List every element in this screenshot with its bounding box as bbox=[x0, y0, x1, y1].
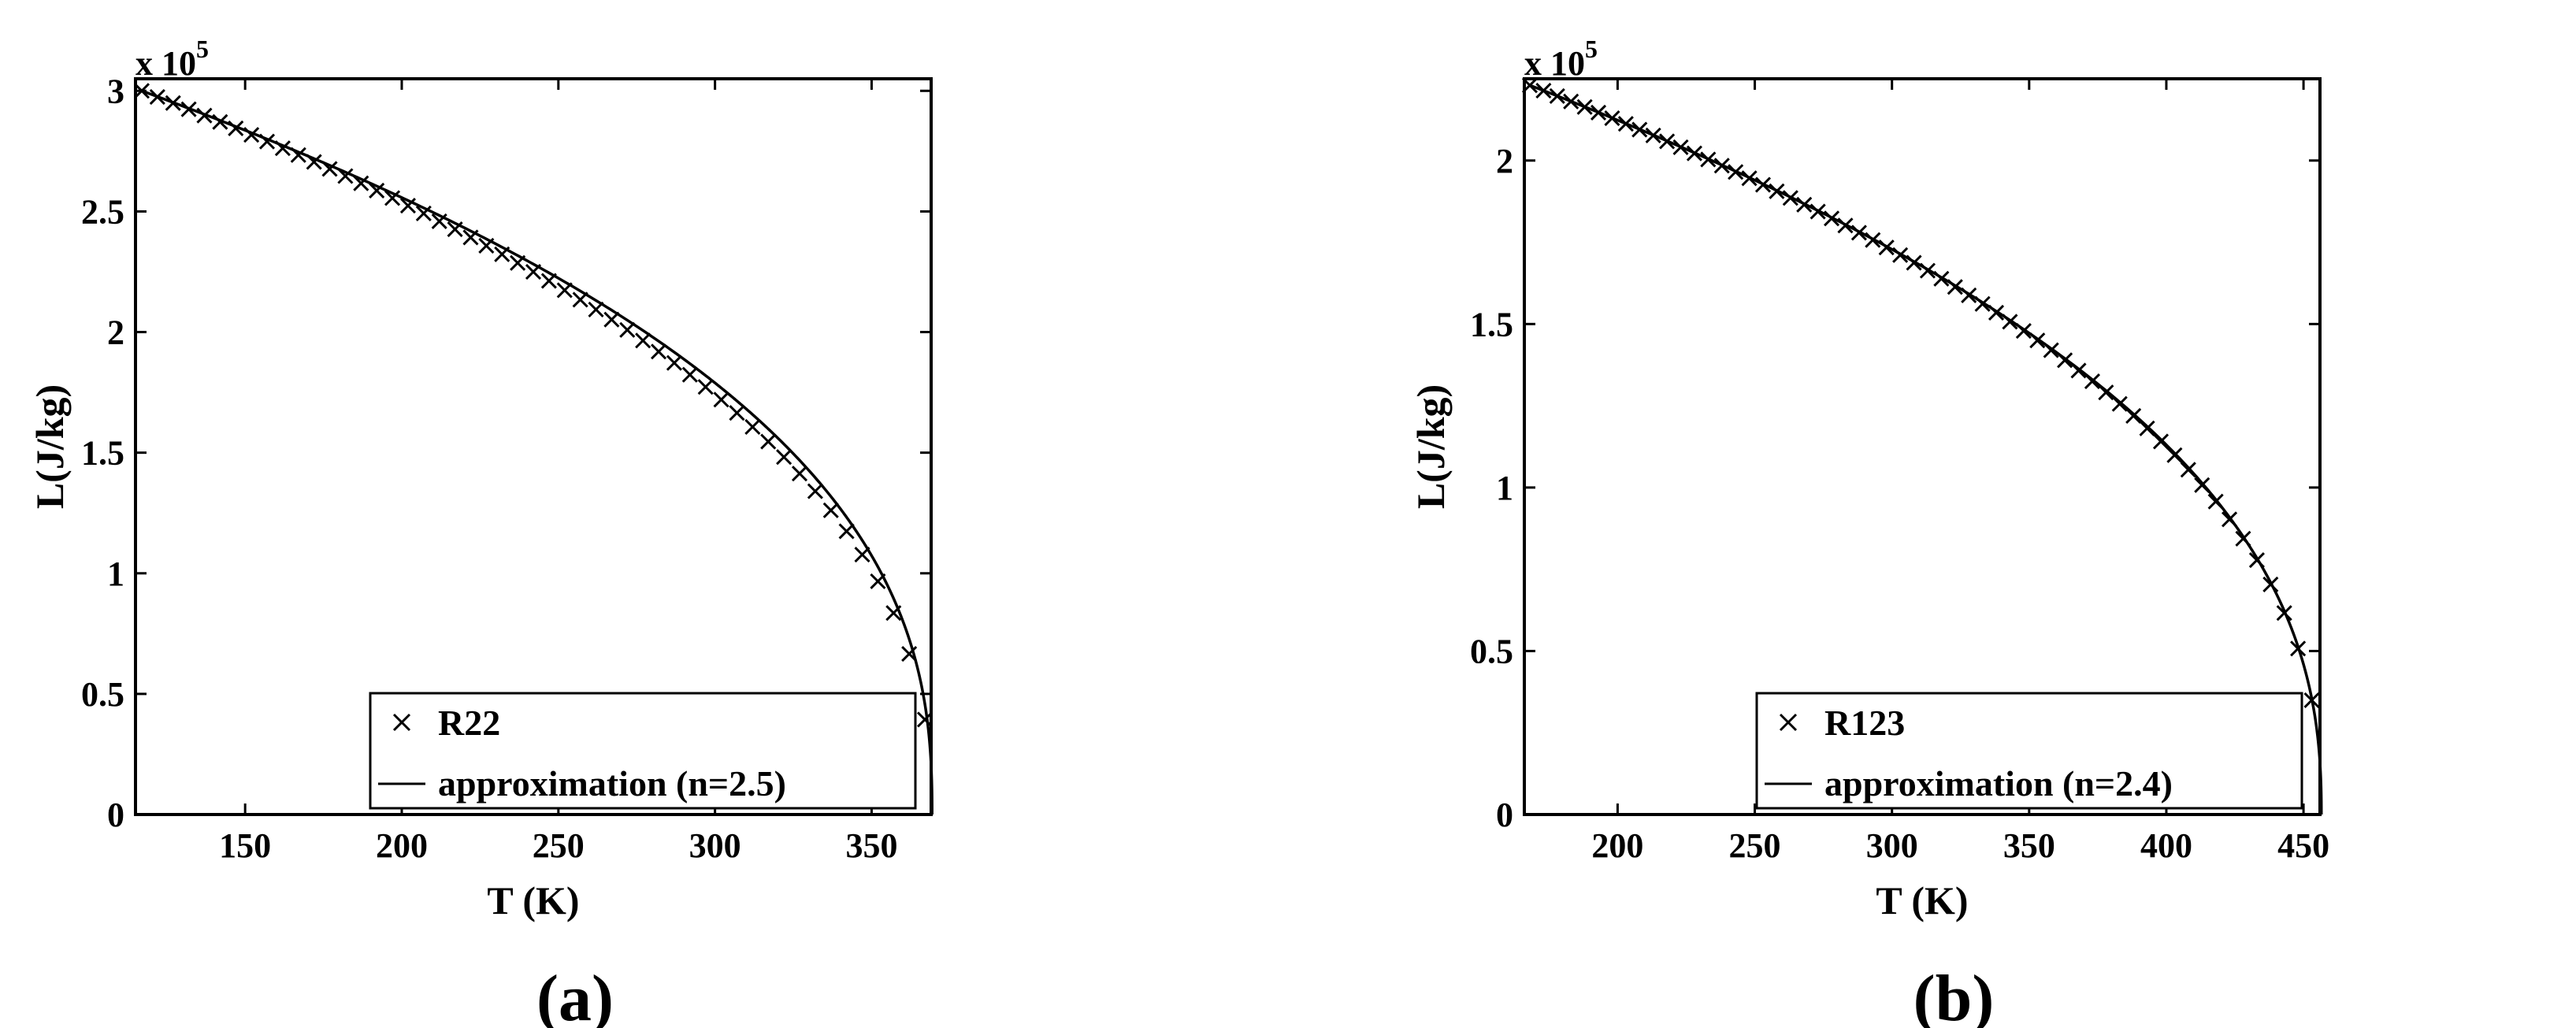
x-tick-label: 350 bbox=[2003, 826, 2055, 865]
y-tick-label: 0 bbox=[107, 796, 124, 834]
y-tick-label: 1.5 bbox=[1470, 305, 1513, 343]
data-point-R22 bbox=[776, 449, 792, 466]
panel-a-plot-frame bbox=[134, 77, 933, 816]
x-tick-label: 300 bbox=[689, 826, 741, 865]
panel-b-curves bbox=[1521, 77, 2323, 815]
data-point-R22 bbox=[807, 483, 823, 499]
panel-b-x-axis-label: T (K) bbox=[1876, 878, 1968, 922]
series-line-approximation bbox=[141, 89, 934, 815]
x-tick-label: 200 bbox=[376, 826, 428, 865]
data-point-R22 bbox=[603, 311, 620, 328]
y-tick-label: 0.5 bbox=[1470, 632, 1513, 670]
panel-a-y-multiplier: x 105 bbox=[135, 35, 209, 83]
y-tick-label: 3 bbox=[107, 72, 124, 110]
legend-x-marker bbox=[392, 713, 411, 732]
data-point-R22 bbox=[619, 321, 636, 338]
series-line-approximation bbox=[1529, 84, 2323, 815]
panel-b-x-ticks: 200 250 300 350 400 450 bbox=[1591, 79, 2329, 865]
data-point-R22 bbox=[791, 466, 808, 482]
data-point-R22 bbox=[384, 190, 401, 206]
y-tick-label: 1 bbox=[107, 555, 124, 593]
data-point-R22 bbox=[838, 523, 855, 540]
panel-b-legend-entry-1: approximation (n=2.4) bbox=[1824, 763, 2173, 803]
data-point-R22 bbox=[697, 379, 714, 395]
panel-a-legend-box bbox=[369, 692, 917, 810]
data-point-R22 bbox=[713, 392, 729, 408]
data-point-R22 bbox=[353, 175, 369, 191]
y-tick-label: 2 bbox=[107, 314, 124, 352]
panel-b-y-axis-label: L(J/kg) bbox=[1409, 384, 1453, 509]
data-point-R22 bbox=[635, 332, 651, 349]
x-tick-label: 300 bbox=[1866, 826, 1918, 865]
data-point-R22 bbox=[822, 502, 839, 518]
data-point-R123 bbox=[1521, 77, 1539, 94]
y-tick-label: 0 bbox=[1496, 796, 1513, 834]
data-point-R22 bbox=[744, 418, 761, 435]
y-tick-label: 1.5 bbox=[81, 434, 124, 473]
panel-b-y-multiplier: x 105 bbox=[1524, 35, 1598, 83]
panel-a-curves bbox=[133, 83, 934, 815]
y-tick-label: 2.5 bbox=[81, 192, 124, 231]
data-point-R22 bbox=[760, 433, 777, 450]
data-point-R22 bbox=[729, 405, 745, 421]
panel-b: 200 250 300 350 400 450 0 0.5 1 1.5 2 x 105 T (K)… bbox=[1409, 35, 2329, 1028]
legend-x-marker bbox=[1779, 713, 1798, 732]
panel-a-legend-marker-x bbox=[392, 713, 411, 732]
data-point-R22 bbox=[650, 343, 667, 360]
panel-a-legend-entry-0: R22 bbox=[438, 703, 500, 743]
panel-b-caption: (b) bbox=[1913, 962, 1995, 1028]
panel-a-caption: (a) bbox=[536, 962, 614, 1028]
panel-a-legend: R22 approximation (n=2.5) bbox=[369, 692, 917, 810]
panel-b-plot-frame bbox=[1523, 77, 2322, 816]
data-point-R22 bbox=[916, 711, 934, 728]
panel-b-legend-entry-0: R123 bbox=[1824, 703, 1905, 743]
x-tick-label: 150 bbox=[219, 826, 271, 865]
data-point-R22 bbox=[666, 354, 682, 371]
panel-a-x-ticks: 150 200 250 300 350 bbox=[219, 79, 897, 865]
panel-a: 150 200 250 300 350 0 0.5 1 1.5 2 2.5 3 x 105 T (K… bbox=[28, 35, 934, 1028]
panel-b-y-ticks: 0 0.5 1 1.5 2 bbox=[1470, 142, 2320, 834]
y-tick-label: 2 bbox=[1496, 142, 1513, 180]
x-tick-label: 250 bbox=[533, 826, 585, 865]
data-point-R22 bbox=[369, 182, 385, 199]
panel-a-x-axis-label: T (K) bbox=[487, 878, 579, 922]
panel-b-legend: R123 approximation (n=2.4) bbox=[1755, 692, 2303, 810]
y-tick-label: 0.5 bbox=[81, 675, 124, 714]
panel-b-legend-box bbox=[1755, 692, 2303, 810]
y-tick-label: 1 bbox=[1496, 469, 1513, 507]
x-tick-label: 400 bbox=[2140, 826, 2192, 865]
x-tick-label: 350 bbox=[845, 826, 897, 865]
panel-a-y-axis-label: L(J/kg) bbox=[28, 384, 72, 509]
panel-a-y-ticks: 0 0.5 1 1.5 2 2.5 3 bbox=[81, 72, 931, 834]
panel-a-legend-entry-1: approximation (n=2.5) bbox=[438, 763, 786, 803]
x-tick-label: 200 bbox=[1591, 826, 1643, 865]
data-point-R22 bbox=[399, 198, 417, 214]
x-tick-label: 250 bbox=[1729, 826, 1781, 865]
x-tick-label: 450 bbox=[2277, 826, 2329, 865]
data-point-R22 bbox=[681, 366, 698, 383]
panel-b-legend-marker-x bbox=[1779, 713, 1798, 732]
